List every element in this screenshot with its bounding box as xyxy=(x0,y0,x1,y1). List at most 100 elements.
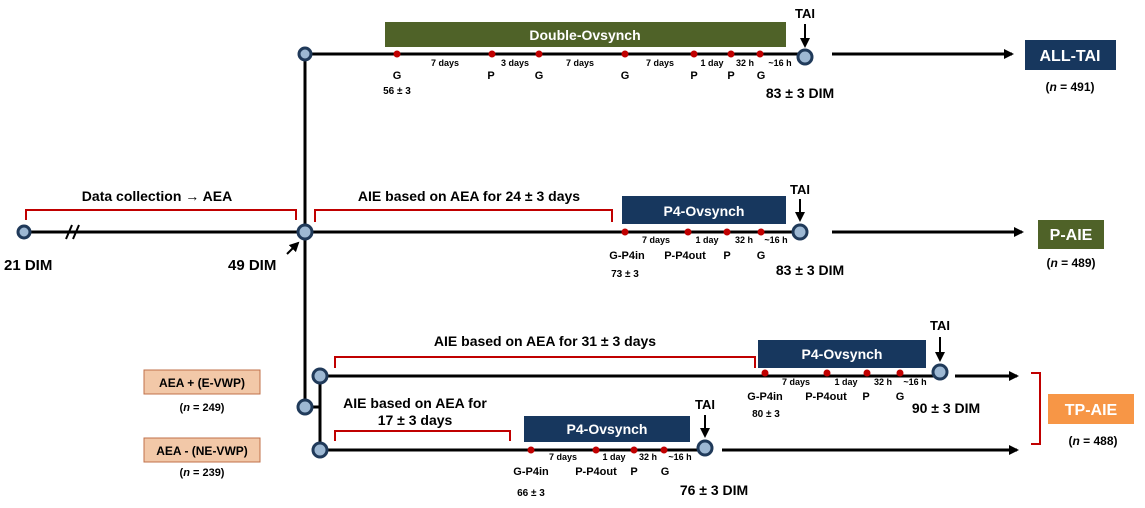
group-n: (n = 249) xyxy=(180,402,225,414)
aie-bracket xyxy=(334,430,511,441)
event-label: P-P4out xyxy=(805,391,847,403)
interval-label: 7 days xyxy=(642,235,670,245)
event-dot xyxy=(660,446,668,454)
tai-label: TAI xyxy=(695,397,715,412)
tai-node xyxy=(796,48,814,66)
event-dot xyxy=(823,369,831,377)
event-label: G xyxy=(757,70,766,82)
program-box xyxy=(524,416,690,442)
event-label: G xyxy=(621,70,630,82)
start-dim: 56 ± 3 xyxy=(383,86,411,97)
end-dim: 83 ± 3 DIM xyxy=(766,85,834,101)
split-arrow xyxy=(286,241,300,255)
event-label: P xyxy=(487,70,494,82)
event-label: P xyxy=(727,70,734,82)
program-label: P4-Ovsynch xyxy=(567,421,648,437)
program-box xyxy=(758,340,926,368)
group-n: (n = 491) xyxy=(1045,80,1094,94)
interval-label: 7 days xyxy=(782,377,810,387)
event-label: P xyxy=(630,466,637,478)
event-dot xyxy=(488,50,496,58)
tp-bracket xyxy=(1031,372,1041,445)
event-dot xyxy=(393,50,401,58)
group-box-e-vwp xyxy=(143,369,261,395)
interval-label: 7 days xyxy=(566,58,594,68)
event-label: G xyxy=(661,466,670,478)
group-box-all-tai xyxy=(1025,40,1116,70)
aie-bracket xyxy=(334,356,756,368)
event-label: P-P4out xyxy=(664,250,706,262)
group-label: AEA + (E-VWP) xyxy=(159,376,245,390)
interval-label: 7 days xyxy=(431,58,459,68)
event-dot xyxy=(756,50,764,58)
branch-node xyxy=(296,398,314,416)
tai-label: TAI xyxy=(790,182,810,197)
group-label: P-AIE xyxy=(1050,227,1093,244)
event-label: G xyxy=(896,391,905,403)
branch-ne-vwp: AIE based on AEA for 17 ± 3 days P4-Ovsy… xyxy=(143,395,1019,499)
group-box-tp-aie xyxy=(1048,394,1134,424)
branch-e-vwp: AIE based on AEA for 31 ± 3 days P4-Ovsy… xyxy=(143,318,1019,420)
data-collection-bracket xyxy=(25,209,297,220)
event-label: G xyxy=(535,70,544,82)
interval-label: 1 day xyxy=(700,58,723,68)
event-label: P xyxy=(690,70,697,82)
program-label: P4-Ovsynch xyxy=(802,346,883,362)
start-dim: 66 ± 3 xyxy=(517,488,545,499)
group-label: AEA - (NE-VWP) xyxy=(156,444,248,458)
interval-label: ~16 h xyxy=(764,235,787,245)
interval-label: 7 days xyxy=(549,452,577,462)
interval-label: 1 day xyxy=(602,452,625,462)
group-label: TP-AIE xyxy=(1065,402,1118,419)
event-dot xyxy=(621,50,629,58)
data-collection-label: Data collection → AEA xyxy=(82,188,232,204)
interval-label: 32 h xyxy=(736,58,754,68)
group-box-p-aie xyxy=(1038,220,1104,249)
event-dot xyxy=(723,228,731,236)
group-n: (n = 239) xyxy=(180,467,225,479)
aie-label-line1: AIE based on AEA for xyxy=(343,395,487,411)
branch-all-tai: Double-Ovsynch G P G G P P G 7 days 3 days 7 days… xyxy=(297,6,1116,101)
interval-label: 32 h xyxy=(874,377,892,387)
tai-node xyxy=(931,363,949,381)
interval-label: ~16 h xyxy=(768,58,791,68)
start-node xyxy=(16,224,32,240)
group-box-ne-vwp xyxy=(143,437,261,463)
start-dim: 80 ± 3 xyxy=(752,409,780,420)
program-box xyxy=(622,196,786,224)
interval-label: 7 days xyxy=(646,58,674,68)
tai-node xyxy=(696,439,714,457)
interval-label: ~16 h xyxy=(903,377,926,387)
event-dot xyxy=(592,446,600,454)
event-dot xyxy=(690,50,698,58)
event-label: P xyxy=(723,250,730,262)
event-dot xyxy=(727,50,735,58)
event-dot xyxy=(527,446,535,454)
group-n: (n = 488) xyxy=(1068,434,1117,448)
event-dot xyxy=(621,228,629,236)
baseline-timeline: 21 DIM Data collection → AEA 49 DIM xyxy=(4,188,305,274)
event-label: P-P4out xyxy=(575,466,617,478)
interval-label: 1 day xyxy=(695,235,718,245)
interval-label: 1 day xyxy=(834,377,857,387)
event-dot xyxy=(630,446,638,454)
interval-label: ~16 h xyxy=(668,452,691,462)
event-label: P xyxy=(862,391,869,403)
aie-bracket xyxy=(314,209,613,222)
group-label: ALL-TAI xyxy=(1039,48,1100,65)
split-dim-label: 49 DIM xyxy=(228,257,276,274)
event-label: G-P4in xyxy=(747,391,783,403)
start-dim-label: 21 DIM xyxy=(4,257,52,274)
tai-label: TAI xyxy=(930,318,950,333)
event-label: G-P4in xyxy=(513,466,549,478)
end-dim: 83 ± 3 DIM xyxy=(776,262,844,278)
event-dot xyxy=(896,369,904,377)
aie-label: AIE based on AEA for 24 ± 3 days xyxy=(358,188,580,204)
tai-node xyxy=(791,223,809,241)
program-box xyxy=(385,22,786,47)
aie-label-line2: 17 ± 3 days xyxy=(378,412,453,428)
interval-label: 3 days xyxy=(501,58,529,68)
event-dot xyxy=(684,228,692,236)
interval-label: 32 h xyxy=(639,452,657,462)
